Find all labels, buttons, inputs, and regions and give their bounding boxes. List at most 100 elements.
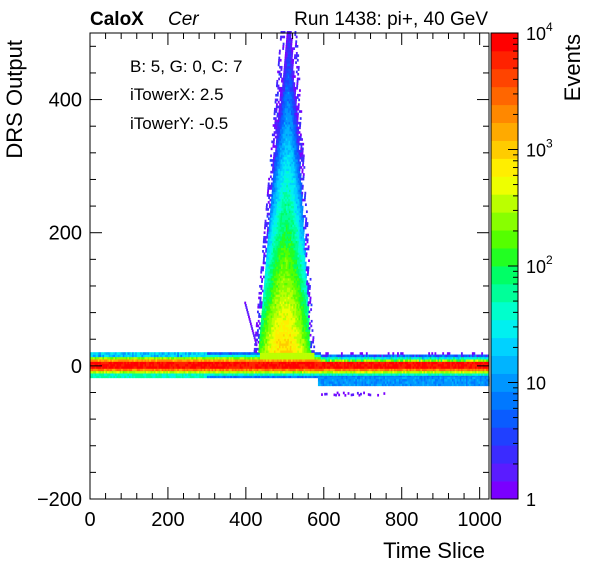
heatmap-cell	[304, 319, 307, 323]
heatmap-cell	[294, 324, 297, 328]
heatmap-cell	[266, 312, 268, 316]
heatmap-cell	[389, 370, 392, 374]
heatmap-cell	[384, 368, 387, 372]
heatmap-cell	[289, 240, 292, 244]
heatmap-cell	[298, 205, 301, 209]
heatmap-cell	[297, 219, 300, 223]
heatmap-cell	[281, 240, 284, 244]
heatmap-cell	[261, 326, 264, 330]
heatmap-cell	[326, 370, 329, 374]
heatmap-cell	[288, 326, 291, 330]
heatmap-cell	[272, 312, 275, 316]
heatmap-cell	[299, 289, 302, 293]
heatmap-cell	[317, 373, 320, 376]
heatmap-cell	[286, 289, 289, 293]
heatmap-cell	[132, 368, 134, 372]
heatmap-cell	[269, 238, 272, 241]
heatmap-cell	[353, 373, 356, 376]
heatmap-cell	[372, 354, 374, 358]
heatmap-cell	[276, 305, 278, 309]
heatmap-cell	[177, 375, 180, 379]
heatmap-cell	[272, 366, 275, 369]
heatmap-cell	[270, 340, 272, 344]
heatmap-cell	[157, 375, 159, 379]
heatmap-cell	[104, 373, 106, 376]
heatmap-cell	[392, 363, 395, 367]
heatmap-cell	[286, 345, 289, 349]
heatmap-cell	[418, 370, 421, 374]
heatmap-cell	[99, 359, 102, 362]
heatmap-cell	[295, 291, 298, 295]
heatmap-cell	[303, 252, 306, 255]
heatmap-cell	[273, 243, 276, 246]
heatmap-cell	[401, 368, 404, 372]
heatmap-cell	[274, 273, 277, 276]
heatmap-cell	[291, 180, 294, 183]
heatmap-cell	[203, 370, 206, 374]
heatmap-cell	[263, 236, 266, 239]
heatmap-cell	[284, 373, 287, 376]
heatmap-cell	[270, 275, 273, 279]
heatmap-cell	[276, 268, 278, 272]
heatmap-cell	[181, 375, 184, 379]
heatmap-cell	[417, 359, 420, 362]
heatmap-cell	[144, 366, 147, 369]
heatmap-cell	[272, 347, 275, 351]
heatmap-cell	[420, 363, 423, 367]
heatmap-cell	[278, 161, 281, 165]
heatmap-cell	[293, 229, 296, 232]
heatmap-cell	[252, 359, 254, 362]
heatmap-cell	[189, 363, 192, 367]
heatmap-cell	[306, 301, 308, 304]
heatmap-cell	[279, 170, 282, 174]
heatmap-cell	[279, 226, 282, 230]
heatmap-cell	[276, 259, 279, 262]
heatmap-cell	[280, 166, 282, 169]
heatmap-cell	[163, 354, 166, 358]
heatmap-cell	[304, 264, 307, 267]
heatmap-cell	[135, 366, 138, 369]
heatmap-cell	[337, 356, 340, 360]
heatmap-cell	[275, 315, 278, 318]
heatmap-cell	[138, 363, 141, 367]
heatmap-cell	[192, 375, 195, 379]
heatmap-cell	[300, 252, 303, 255]
heatmap-cell	[291, 275, 293, 279]
heatmap-cell	[411, 370, 413, 374]
heatmap-cell	[278, 259, 281, 262]
heatmap-cell	[411, 359, 413, 362]
heatmap-cell	[248, 356, 251, 360]
heatmap-cell	[281, 370, 284, 374]
heatmap-cell	[476, 361, 479, 365]
heatmap-cell	[283, 277, 285, 281]
heatmap-cell	[259, 370, 262, 374]
heatmap-cell	[325, 356, 328, 360]
heatmap-cell	[289, 252, 292, 255]
heatmap-cell	[342, 368, 345, 372]
heatmap-cell	[302, 289, 305, 293]
heatmap-cell	[323, 368, 326, 372]
heatmap-cell	[199, 373, 201, 376]
heatmap-cell	[314, 356, 317, 360]
heatmap-cell	[270, 368, 273, 372]
heatmap-cell	[269, 217, 272, 221]
heatmap-cell	[426, 368, 429, 372]
heatmap-cell	[160, 361, 162, 365]
heatmap-cell	[290, 189, 293, 193]
heatmap-cell	[281, 275, 284, 279]
heatmap-cell	[279, 196, 281, 200]
heatmap-cell	[90, 375, 92, 379]
heatmap-cell	[403, 368, 406, 372]
heatmap-cell	[231, 375, 234, 379]
heatmap-cell	[372, 373, 374, 376]
heatmap-cell	[97, 366, 100, 369]
heatmap-cell	[296, 266, 299, 269]
heatmap-cell	[205, 363, 208, 367]
heatmap-cell	[97, 361, 100, 365]
heatmap-cell	[278, 296, 281, 300]
heatmap-cell	[133, 366, 136, 369]
heatmap-cell	[188, 356, 191, 360]
heatmap-cell	[342, 373, 345, 376]
heatmap-cell	[180, 368, 183, 372]
heatmap-cell	[476, 354, 479, 358]
